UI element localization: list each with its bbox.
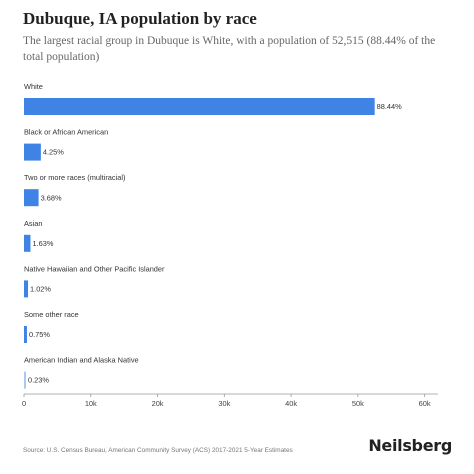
category-label: Black or African American xyxy=(24,128,108,137)
data-label: 88.44% xyxy=(377,102,402,111)
chart-title: Dubuque, IA population by race xyxy=(23,9,257,28)
data-label: 3.68% xyxy=(41,193,62,202)
bar-chart: White 88.44% Black or African American 4.25… xyxy=(22,82,438,408)
bar xyxy=(24,234,31,252)
bar xyxy=(24,280,29,298)
x-tick-label: 10k xyxy=(85,399,97,408)
data-label: 0.23% xyxy=(28,376,49,385)
category-label: Native Hawaiian and Other Pacific Island… xyxy=(24,264,165,273)
x-tick-label: 40k xyxy=(285,399,297,408)
chart-subtitle: The largest racial group in Dubuque is W… xyxy=(23,35,436,63)
source-note: Source: U.S. Census Bureau, American Com… xyxy=(23,447,293,454)
category-label: Some other race xyxy=(24,310,79,319)
category-label: Asian xyxy=(24,219,43,228)
data-label: 1.63% xyxy=(32,239,53,248)
bar xyxy=(24,189,39,207)
bar xyxy=(24,371,26,389)
bar xyxy=(24,98,375,115)
bar xyxy=(24,143,41,161)
bar xyxy=(24,326,27,343)
brand-logo: Neilsberg xyxy=(368,436,452,455)
x-tick-label: 50k xyxy=(352,399,364,408)
data-label: 0.75% xyxy=(29,330,50,339)
data-label: 1.02% xyxy=(30,285,51,294)
x-tick-label: 20k xyxy=(152,399,164,408)
x-tick-label: 30k xyxy=(218,399,230,408)
category-label: White xyxy=(24,82,43,91)
category-label: Two or more races (multiracial) xyxy=(24,173,125,182)
data-label: 4.25% xyxy=(43,148,64,157)
category-label: American Indian and Alaska Native xyxy=(24,356,139,365)
x-tick-label: 60k xyxy=(419,399,431,408)
x-tick-label: 0 xyxy=(22,399,26,408)
